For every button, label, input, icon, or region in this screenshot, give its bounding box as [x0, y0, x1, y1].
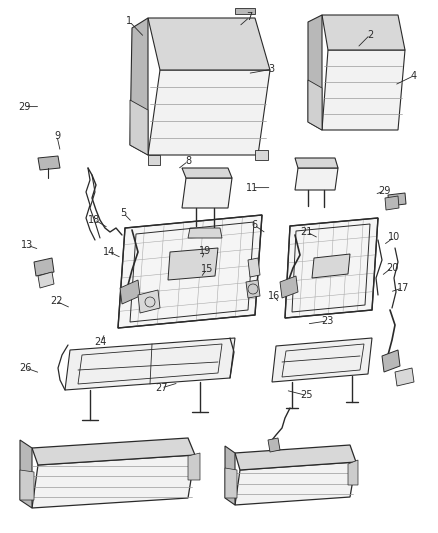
Polygon shape [168, 248, 218, 280]
Text: 22: 22 [50, 296, 62, 306]
Text: 18: 18 [88, 215, 100, 224]
Text: 21: 21 [300, 227, 313, 237]
Polygon shape [118, 215, 262, 328]
Polygon shape [268, 438, 280, 452]
Polygon shape [322, 15, 405, 50]
Polygon shape [148, 18, 270, 70]
Polygon shape [382, 350, 400, 372]
Polygon shape [312, 254, 350, 278]
Text: 8: 8 [185, 156, 191, 166]
Text: 13: 13 [21, 240, 33, 250]
Polygon shape [120, 280, 140, 304]
Text: 25: 25 [300, 391, 313, 400]
Polygon shape [188, 228, 222, 238]
Text: 6: 6 [251, 220, 257, 230]
Text: 27: 27 [155, 383, 167, 393]
Text: 11: 11 [246, 183, 258, 192]
Text: 16: 16 [268, 291, 280, 301]
Polygon shape [225, 468, 237, 498]
Text: 20: 20 [386, 263, 398, 272]
Polygon shape [246, 280, 260, 298]
Polygon shape [225, 446, 235, 505]
Text: 7: 7 [247, 12, 253, 22]
Polygon shape [395, 368, 414, 386]
Polygon shape [348, 460, 358, 485]
Text: 19: 19 [199, 246, 211, 255]
Text: 26: 26 [19, 363, 32, 373]
Text: 1: 1 [126, 17, 132, 26]
Text: 10: 10 [388, 232, 400, 242]
Polygon shape [308, 80, 322, 130]
Polygon shape [388, 193, 406, 206]
Text: 24: 24 [95, 337, 107, 347]
Text: 5: 5 [120, 208, 127, 218]
Text: 14: 14 [102, 247, 115, 256]
Polygon shape [295, 168, 338, 190]
Polygon shape [248, 258, 260, 277]
Polygon shape [182, 168, 232, 178]
Polygon shape [20, 470, 34, 500]
Polygon shape [295, 158, 338, 168]
Polygon shape [255, 150, 268, 160]
Polygon shape [280, 276, 298, 298]
Text: 17: 17 [397, 283, 409, 293]
Text: 23: 23 [321, 316, 334, 326]
Text: 29: 29 [378, 186, 391, 196]
Polygon shape [138, 290, 160, 313]
Polygon shape [322, 50, 405, 130]
Polygon shape [148, 70, 270, 155]
Polygon shape [38, 156, 60, 170]
Polygon shape [385, 196, 399, 210]
Polygon shape [130, 100, 148, 155]
Polygon shape [285, 218, 378, 318]
Text: 15: 15 [201, 264, 213, 274]
Polygon shape [235, 8, 255, 14]
Text: 29: 29 [18, 102, 30, 111]
Polygon shape [182, 178, 232, 208]
Polygon shape [32, 438, 195, 465]
Polygon shape [272, 338, 372, 382]
Polygon shape [235, 462, 356, 505]
Polygon shape [308, 15, 322, 130]
Text: 3: 3 [268, 64, 275, 74]
Text: 4: 4 [411, 71, 417, 80]
Text: 2: 2 [367, 30, 373, 39]
Polygon shape [65, 338, 235, 390]
Polygon shape [148, 155, 160, 165]
Polygon shape [188, 453, 200, 480]
Polygon shape [38, 272, 54, 288]
Polygon shape [130, 18, 148, 155]
Polygon shape [20, 440, 32, 508]
Text: 9: 9 [54, 131, 60, 141]
Polygon shape [32, 455, 195, 508]
Polygon shape [34, 258, 54, 276]
Polygon shape [235, 445, 356, 470]
